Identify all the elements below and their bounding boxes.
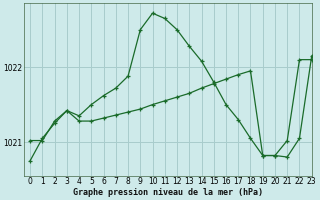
- X-axis label: Graphe pression niveau de la mer (hPa): Graphe pression niveau de la mer (hPa): [73, 188, 263, 197]
